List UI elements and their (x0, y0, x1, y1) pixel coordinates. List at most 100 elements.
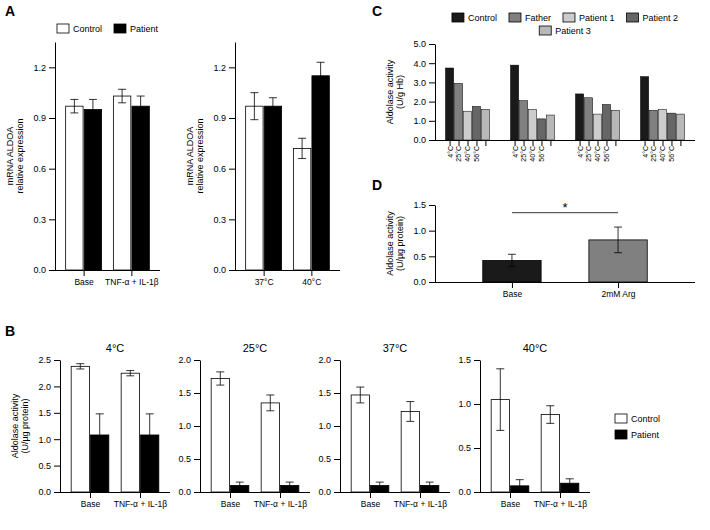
tick: 0.0 (318, 487, 340, 497)
tick: 40°C (464, 140, 471, 162)
panel-label: C (372, 3, 382, 19)
tick-label: TNF-α + IL-1β (534, 499, 588, 509)
error-bar (356, 387, 364, 403)
tick: 0.0 (38, 487, 60, 497)
tick: 0.5 (38, 461, 60, 471)
axis-line (55, 270, 160, 271)
legend-swatch (539, 26, 551, 35)
tick (550, 140, 551, 146)
tick-mark (429, 63, 435, 64)
tick-mark (429, 256, 435, 257)
tick-mark (194, 393, 200, 394)
bar (481, 109, 489, 140)
tick-mark (429, 205, 435, 206)
marks (445, 65, 684, 140)
tick-mark (229, 118, 235, 119)
tick-mark (90, 492, 91, 498)
tick-mark (334, 492, 340, 493)
tick: 40°C (529, 140, 536, 162)
tick-mark (194, 492, 200, 493)
tick: 40°C (302, 270, 321, 287)
tick-label: 4°C (642, 146, 649, 158)
axis-line (340, 492, 450, 493)
bar (528, 109, 536, 140)
tick-label: 1.0 (413, 226, 426, 236)
tick-mark (589, 140, 590, 146)
tick-label: 0.0 (458, 487, 471, 497)
x-axis: Base TNF-α + IL-1β (55, 270, 160, 287)
legend: ControlPatient (57, 24, 159, 34)
tick: 1.0 (458, 399, 480, 409)
tick: 56°C (473, 140, 480, 162)
tick-mark (476, 140, 477, 146)
tick-label: Base (74, 277, 94, 287)
tick-mark (54, 386, 60, 387)
error-bar (236, 482, 244, 489)
marks (351, 387, 439, 492)
bar (463, 111, 471, 140)
annotation: * (562, 200, 567, 215)
tick: Base (221, 492, 241, 509)
legend-label: Control (73, 24, 102, 34)
tick-mark (429, 231, 435, 232)
x-axis: BaseTNF-α + IL-1β (60, 492, 170, 509)
legend-label: Patient 2 (643, 13, 679, 23)
tick-label: 56°C (668, 146, 675, 162)
tick: 0.5 (458, 443, 480, 453)
error-bar (286, 482, 294, 489)
legend: ControlFatherPatient 1Patient 2Patient 3 (452, 13, 678, 36)
tick-label: 40°C (594, 146, 601, 162)
tick-label: 2.5 (38, 355, 51, 365)
title: 40°C (523, 342, 548, 354)
tick-mark (450, 140, 451, 146)
bar (658, 109, 666, 140)
tick: 1.5 (38, 408, 60, 418)
tick-mark (84, 270, 85, 276)
tick-mark (468, 140, 469, 146)
tick-mark (680, 140, 681, 146)
tick: Base (81, 492, 101, 509)
tick-label: Base (221, 499, 241, 509)
tick-mark (194, 360, 200, 361)
tick: 56°C (538, 140, 545, 162)
tick: 1.0 (38, 435, 60, 445)
tick: TNF-α + IL-1β (105, 270, 159, 287)
tick: 1.0 (413, 116, 435, 126)
tick-label: 2.0 (178, 355, 191, 365)
title: 37°C (383, 342, 408, 354)
legend-label: Patient 3 (555, 26, 591, 36)
tick-mark (420, 492, 421, 498)
tick: 0.3 (213, 215, 235, 225)
tick-mark (49, 118, 55, 119)
bar (537, 119, 545, 140)
tick: 1.5 (413, 200, 435, 210)
error-bar (508, 254, 516, 266)
legend-item: Father (509, 13, 551, 23)
panel: 0.00.51.01.5Base2mM ArgAldolase activity… (372, 177, 695, 299)
bar (602, 104, 610, 140)
tick: 25°C (650, 140, 657, 162)
tick: 0.6 (213, 164, 235, 174)
tick: 4°C (512, 140, 519, 158)
tick-mark (334, 360, 340, 361)
x-axis: Base2mM Arg (435, 282, 695, 299)
axis-line (235, 270, 340, 271)
tick (615, 140, 616, 146)
legend-item: Patient 1 (563, 13, 615, 23)
error-bar (566, 479, 574, 488)
tick-mark (474, 448, 480, 449)
tick-label: 0.0 (38, 487, 51, 497)
error-bar (126, 371, 134, 376)
tick-mark (229, 67, 235, 68)
tick-label: 1.5 (413, 200, 426, 210)
tick-label: 25°C (520, 146, 527, 162)
tick: 56°C (603, 140, 610, 162)
legend-swatch (563, 13, 575, 22)
tick-label: 56°C (538, 146, 545, 162)
tick-mark (474, 492, 480, 493)
legend-item: Patient 2 (627, 13, 679, 23)
tick: 0.0 (213, 265, 235, 275)
tick-label: 1.0 (413, 116, 426, 126)
error-bar (496, 369, 504, 431)
bar (593, 114, 601, 140)
